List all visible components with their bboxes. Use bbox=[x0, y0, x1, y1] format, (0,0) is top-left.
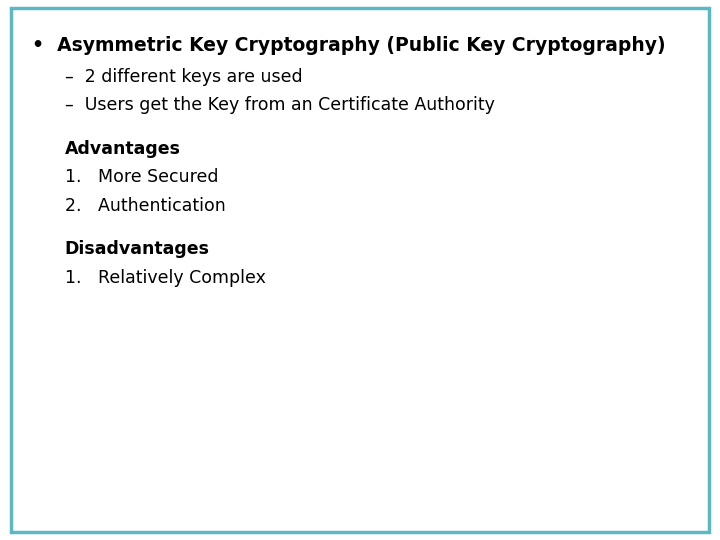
Text: 2.   Authentication: 2. Authentication bbox=[65, 197, 225, 215]
Text: –  2 different keys are used: – 2 different keys are used bbox=[65, 68, 302, 86]
Text: Disadvantages: Disadvantages bbox=[65, 240, 210, 259]
Text: 1.   More Secured: 1. More Secured bbox=[65, 168, 218, 186]
Text: 1.   Relatively Complex: 1. Relatively Complex bbox=[65, 269, 266, 287]
Text: Advantages: Advantages bbox=[65, 139, 181, 158]
FancyBboxPatch shape bbox=[11, 8, 709, 532]
Text: –  Users get the Key from an Certificate Authority: – Users get the Key from an Certificate … bbox=[65, 96, 495, 114]
Text: •  Asymmetric Key Cryptography (Public Key Cryptography): • Asymmetric Key Cryptography (Public Ke… bbox=[32, 36, 666, 56]
